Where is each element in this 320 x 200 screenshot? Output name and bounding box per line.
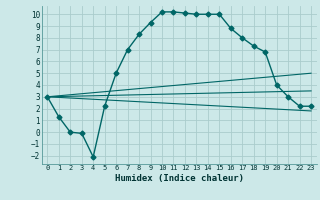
X-axis label: Humidex (Indice chaleur): Humidex (Indice chaleur) — [115, 174, 244, 183]
